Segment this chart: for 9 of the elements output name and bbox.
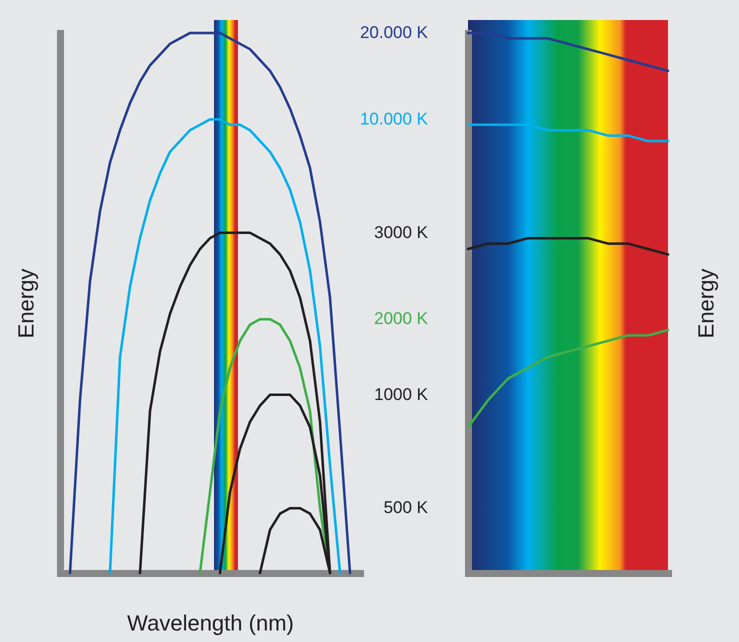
y-axis-title: Energy bbox=[14, 268, 38, 338]
text: 20.000 K bbox=[360, 23, 429, 42]
text: 3000 K bbox=[374, 222, 429, 242]
text: 10.000 K bbox=[360, 109, 429, 128]
text: 500 K bbox=[384, 498, 429, 518]
text: 1000 K bbox=[374, 384, 429, 404]
x-axis-title: Wavelength (nm) bbox=[127, 610, 294, 636]
y-axis-title: Energy bbox=[694, 268, 718, 338]
text: 2000 K bbox=[374, 309, 429, 328]
